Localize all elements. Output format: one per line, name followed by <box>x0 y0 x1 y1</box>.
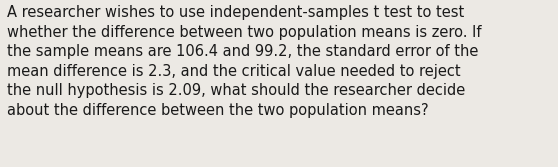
Text: A researcher wishes to use independent-samples t test to test
whether the differ: A researcher wishes to use independent-s… <box>7 5 481 118</box>
